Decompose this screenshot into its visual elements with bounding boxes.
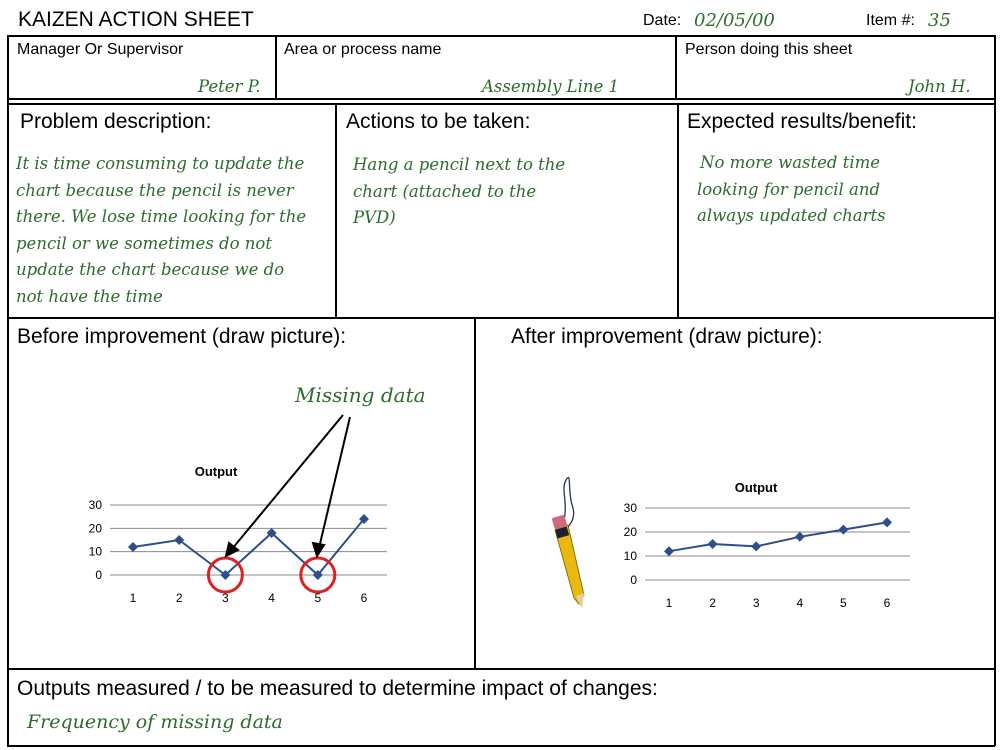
after-y-tick-label: 30 <box>624 501 638 515</box>
missing-data-circle <box>299 556 337 594</box>
after-x-tick-label: 3 <box>753 596 760 610</box>
after-y-tick-label: 10 <box>624 549 638 563</box>
after-chart-title: Output <box>735 480 778 495</box>
before-data-point <box>359 514 369 524</box>
missing-data-circle <box>206 556 244 594</box>
before-data-point <box>174 535 185 545</box>
outputs-value: Frequency of missing data <box>27 711 283 733</box>
missing-data-arrows <box>224 414 351 559</box>
pencil-icon <box>552 477 585 609</box>
outputs-title: Outputs measured / to be measured to det… <box>17 677 658 700</box>
date-value: 02/05/00 <box>694 10 775 31</box>
after-title: After improvement (draw picture): <box>511 325 823 348</box>
results-title: Expected results/benefit: <box>687 110 917 133</box>
missing-data-circles <box>206 556 337 594</box>
manager-value: Peter P. <box>198 77 261 96</box>
before-chart-title: Output <box>195 464 238 479</box>
person-value: John H. <box>908 77 971 96</box>
after-chart-x-axis: 1 2 3 4 5 6 <box>666 596 891 610</box>
area-value: Assembly Line 1 <box>482 77 620 96</box>
sheet-title: KAIZEN ACTION SHEET <box>18 8 254 31</box>
before-chart-x-axis: 1 2 3 4 5 6 <box>130 591 368 605</box>
manager-label: Manager Or Supervisor <box>17 41 184 58</box>
before-x-tick-label: 4 <box>268 591 275 605</box>
before-data-point <box>220 570 231 580</box>
after-data-point <box>707 539 718 549</box>
after-data-point <box>751 541 762 552</box>
before-y-tick-label: 0 <box>95 568 102 582</box>
results-description: No more wasted time looking for pencil a… <box>697 153 886 225</box>
item-label: Item #: <box>866 12 915 29</box>
after-y-tick-label: 20 <box>624 525 638 539</box>
before-chart-line <box>132 518 365 577</box>
before-x-tick-label: 2 <box>176 591 183 605</box>
before-y-tick-label: 10 <box>89 545 103 559</box>
before-x-tick-label: 5 <box>314 591 321 605</box>
after-data-point <box>882 517 892 528</box>
before-chart-points <box>128 514 369 580</box>
before-y-tick-label: 20 <box>89 521 103 535</box>
after-x-tick-label: 2 <box>709 596 716 610</box>
after-chart-points <box>664 517 892 557</box>
before-data-point <box>312 570 323 580</box>
after-x-tick-label: 5 <box>840 596 847 610</box>
missing-data-label: Missing data <box>295 383 426 407</box>
actions-description: Hang a pencil next to the chart (attache… <box>353 155 566 227</box>
before-x-tick-label: 3 <box>222 591 229 605</box>
item-value: 35 <box>928 10 951 31</box>
person-label: Person doing this sheet <box>685 41 853 58</box>
after-data-point <box>664 546 674 557</box>
after-data-point <box>794 531 805 542</box>
before-data-point <box>266 528 277 538</box>
before-title: Before improvement (draw picture): <box>17 325 347 348</box>
date-label: Date: <box>643 12 682 29</box>
after-x-tick-label: 6 <box>884 596 891 610</box>
problem-description: It is time consuming to update the chart… <box>16 154 307 306</box>
after-chart-line <box>668 521 888 553</box>
after-chart-y-axis: 0 10 20 30 <box>624 501 638 587</box>
before-data-point <box>128 542 138 552</box>
area-label: Area or process name <box>284 41 442 58</box>
actions-title: Actions to be taken: <box>346 110 531 133</box>
after-x-tick-label: 1 <box>666 596 673 610</box>
after-y-tick-label: 0 <box>630 573 637 587</box>
before-x-tick-label: 1 <box>130 591 137 605</box>
before-x-tick-label: 6 <box>361 591 368 605</box>
after-chart-grid <box>645 507 910 581</box>
problem-title: Problem description: <box>20 110 212 133</box>
before-chart-y-axis: 0 10 20 30 <box>89 498 103 582</box>
after-x-tick-label: 4 <box>796 596 803 610</box>
before-y-tick-label: 30 <box>89 498 103 512</box>
after-data-point <box>838 524 849 535</box>
